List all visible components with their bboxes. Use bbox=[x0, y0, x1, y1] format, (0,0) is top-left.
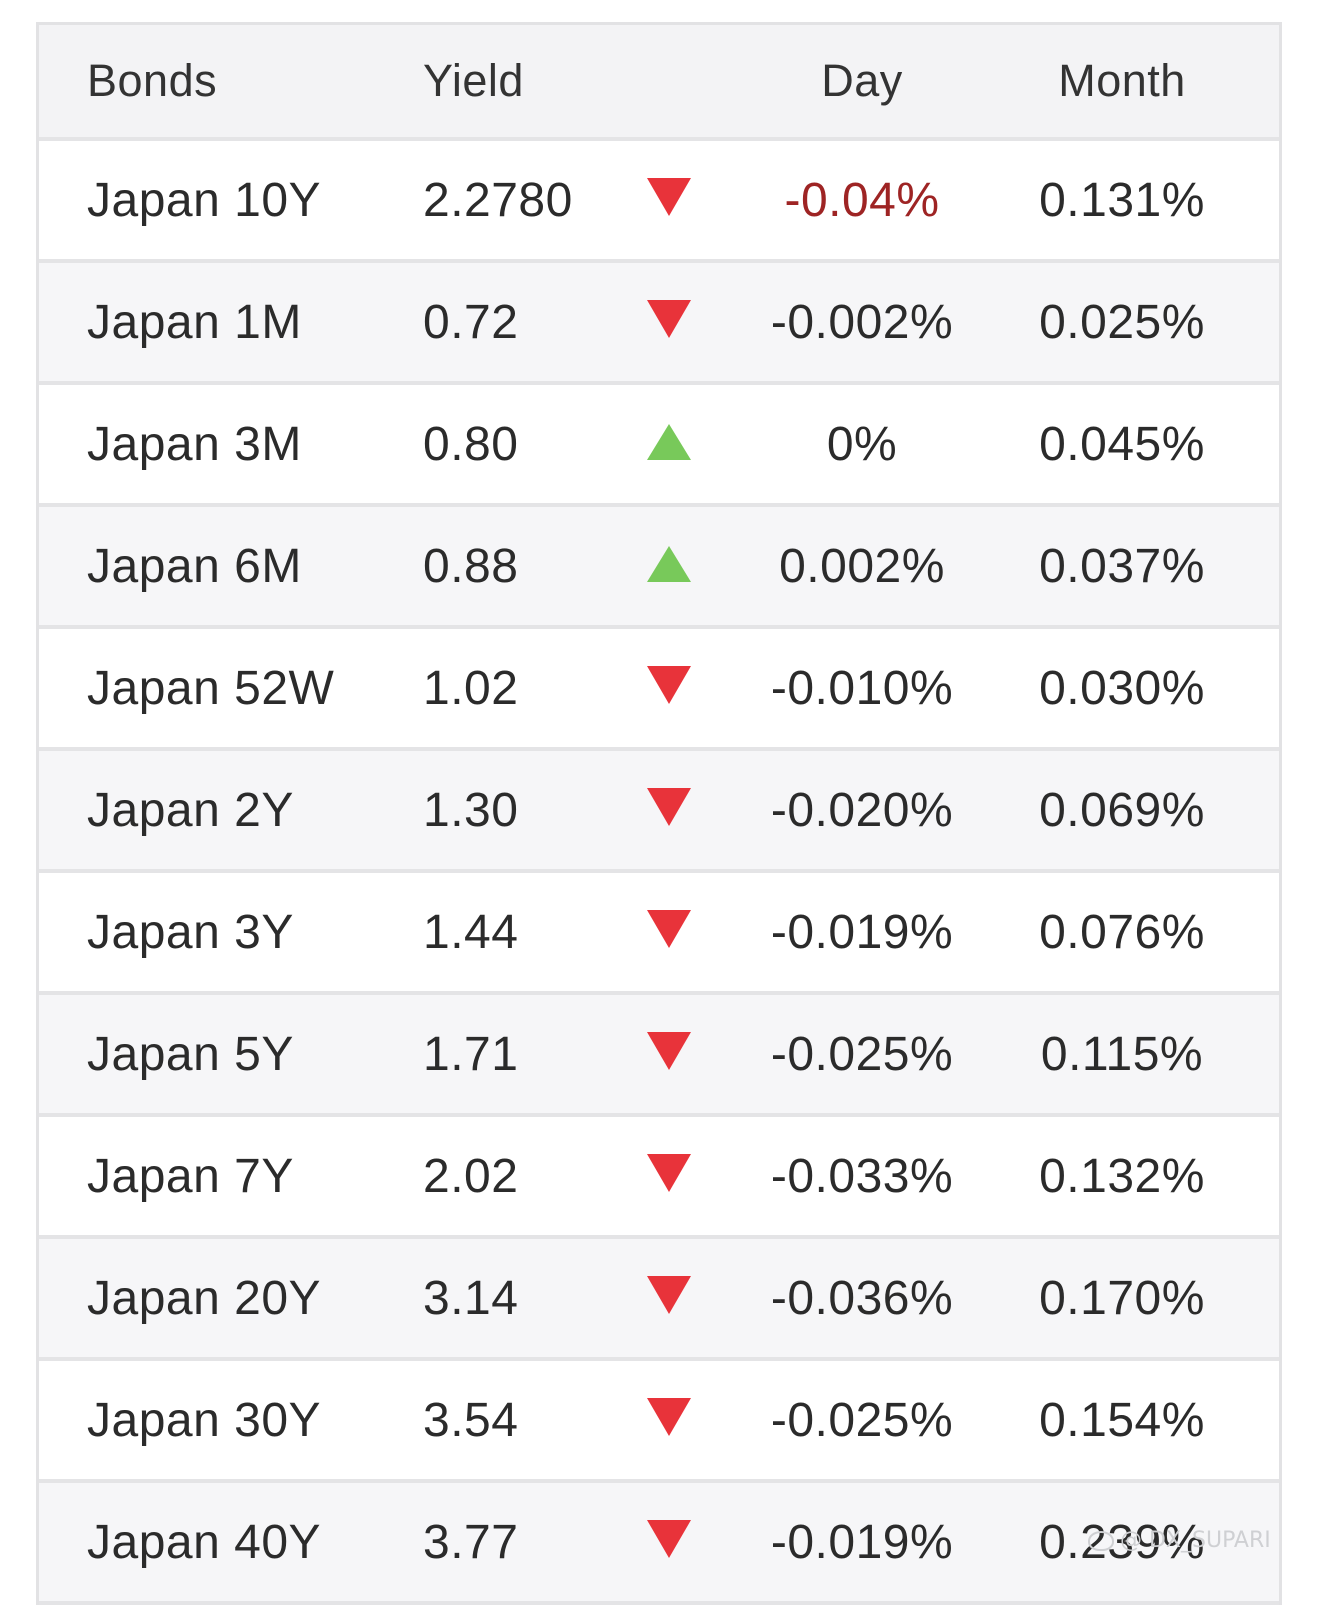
weibo-logo-icon bbox=[1088, 1530, 1114, 1551]
bond-yield: 2.2780 bbox=[423, 173, 573, 227]
bond-name[interactable]: Japan 40Y bbox=[87, 1515, 322, 1569]
arrow-down-icon bbox=[647, 178, 691, 216]
bond-yield: 1.30 bbox=[423, 783, 519, 837]
bond-yield: 3.77 bbox=[423, 1515, 519, 1569]
bond-name[interactable]: Japan 20Y bbox=[87, 1271, 322, 1325]
day-change: -0.025% bbox=[770, 1027, 954, 1081]
direction-cell bbox=[645, 995, 693, 1113]
table-row[interactable]: Japan 7Y 2.02 -0.033% 0.132% bbox=[39, 1117, 1279, 1239]
month-change: 0.045% bbox=[1039, 417, 1205, 471]
month-change: 0.154% bbox=[1039, 1393, 1205, 1447]
day-change: 0.002% bbox=[779, 539, 945, 593]
watermark: @ DX_SUPARI bbox=[1088, 1528, 1271, 1553]
arrow-down-icon bbox=[647, 666, 691, 704]
month-change: 0.131% bbox=[1039, 173, 1205, 227]
direction-cell bbox=[645, 1483, 693, 1601]
day-change: -0.019% bbox=[770, 905, 954, 959]
bond-yield: 1.44 bbox=[423, 905, 519, 959]
bond-name[interactable]: Japan 6M bbox=[87, 539, 302, 593]
arrow-up-icon bbox=[647, 424, 691, 460]
table-row[interactable]: Japan 30Y 3.54 -0.025% 0.154% bbox=[39, 1361, 1279, 1483]
bond-yield: 3.54 bbox=[423, 1393, 519, 1447]
direction-cell bbox=[645, 141, 693, 259]
month-change: 0.115% bbox=[1040, 1027, 1204, 1081]
bond-yield: 0.72 bbox=[423, 295, 519, 349]
bond-name[interactable]: Japan 5Y bbox=[87, 1027, 294, 1081]
bond-yield: 0.80 bbox=[423, 417, 519, 471]
day-change: -0.04% bbox=[784, 173, 940, 227]
month-change: 0.170% bbox=[1039, 1271, 1205, 1325]
table-row[interactable]: Japan 2Y 1.30 -0.020% 0.069% bbox=[39, 751, 1279, 873]
table-row[interactable]: Japan 1M 0.72 -0.002% 0.025% bbox=[39, 263, 1279, 385]
day-change: -0.010% bbox=[770, 661, 954, 715]
arrow-down-icon bbox=[647, 1154, 691, 1192]
month-change: 0.069% bbox=[1039, 783, 1205, 837]
bond-name[interactable]: Japan 10Y bbox=[87, 173, 322, 227]
table-row[interactable]: Japan 6M 0.88 0.002% 0.037% bbox=[39, 507, 1279, 629]
direction-cell bbox=[645, 263, 693, 381]
header-day[interactable]: Day bbox=[821, 55, 903, 106]
header-bonds[interactable]: Bonds bbox=[87, 55, 218, 106]
month-change: 0.132% bbox=[1039, 1149, 1205, 1203]
month-change: 0.025% bbox=[1039, 295, 1205, 349]
day-change: -0.036% bbox=[770, 1271, 954, 1325]
table-body: Japan 10Y 2.2780 -0.04% 0.131% Japan 1M 0.72 -… bbox=[39, 141, 1279, 1605]
bond-yields-table: Bonds Yield Day Month Japan 10Y 2.2780 -0.… bbox=[36, 22, 1282, 1605]
table-row[interactable]: Japan 52W 1.02 -0.010% 0.030% bbox=[39, 629, 1279, 751]
bond-name[interactable]: Japan 7Y bbox=[87, 1149, 294, 1203]
bond-yield: 0.88 bbox=[423, 539, 519, 593]
bond-yield: 2.02 bbox=[423, 1149, 519, 1203]
month-change: 0.037% bbox=[1039, 539, 1205, 593]
day-change: -0.002% bbox=[770, 295, 954, 349]
arrow-down-icon bbox=[647, 1398, 691, 1436]
bond-name[interactable]: Japan 3Y bbox=[87, 905, 294, 959]
table-row[interactable]: Japan 20Y 3.14 -0.036% 0.170% bbox=[39, 1239, 1279, 1361]
day-change: 0% bbox=[826, 417, 898, 471]
watermark-text: @ DX_SUPARI bbox=[1120, 1528, 1271, 1553]
bond-yield: 1.02 bbox=[423, 661, 519, 715]
arrow-down-icon bbox=[647, 788, 691, 826]
day-change: -0.033% bbox=[770, 1149, 954, 1203]
bond-name[interactable]: Japan 30Y bbox=[87, 1393, 322, 1447]
direction-cell bbox=[645, 1239, 693, 1357]
month-change: 0.239% bbox=[1039, 1515, 1205, 1569]
direction-cell bbox=[645, 1361, 693, 1479]
bond-name[interactable]: Japan 52W bbox=[87, 661, 335, 715]
arrow-down-icon bbox=[647, 1520, 691, 1558]
table-row[interactable]: Japan 5Y 1.71 -0.025% 0.115% bbox=[39, 995, 1279, 1117]
day-change: -0.025% bbox=[770, 1393, 954, 1447]
day-change: -0.019% bbox=[770, 1515, 954, 1569]
header-month[interactable]: Month bbox=[1058, 55, 1186, 106]
month-change: 0.030% bbox=[1039, 661, 1205, 715]
table-row[interactable]: Japan 3M 0.80 0% 0.045% bbox=[39, 385, 1279, 507]
arrow-up-icon bbox=[647, 546, 691, 582]
direction-cell bbox=[645, 385, 693, 503]
arrow-down-icon bbox=[647, 1032, 691, 1070]
arrow-down-icon bbox=[647, 910, 691, 948]
bond-yield: 1.71 bbox=[423, 1027, 519, 1081]
table-row[interactable]: Japan 40Y 3.77 -0.019% 0.239% bbox=[39, 1483, 1279, 1605]
bond-name[interactable]: Japan 2Y bbox=[87, 783, 294, 837]
day-change: -0.020% bbox=[770, 783, 954, 837]
table-row[interactable]: Japan 10Y 2.2780 -0.04% 0.131% bbox=[39, 141, 1279, 263]
arrow-down-icon bbox=[647, 300, 691, 338]
header-yield[interactable]: Yield bbox=[423, 55, 524, 106]
direction-cell bbox=[645, 629, 693, 747]
direction-cell bbox=[645, 1117, 693, 1235]
table-header-row: Bonds Yield Day Month bbox=[39, 25, 1279, 141]
month-change: 0.076% bbox=[1039, 905, 1205, 959]
bond-name[interactable]: Japan 1M bbox=[87, 295, 302, 349]
arrow-down-icon bbox=[647, 1276, 691, 1314]
direction-cell bbox=[645, 873, 693, 991]
direction-cell bbox=[645, 507, 693, 625]
bond-yield: 3.14 bbox=[423, 1271, 519, 1325]
direction-cell bbox=[645, 751, 693, 869]
bond-name[interactable]: Japan 3M bbox=[87, 417, 302, 471]
table-row[interactable]: Japan 3Y 1.44 -0.019% 0.076% bbox=[39, 873, 1279, 995]
